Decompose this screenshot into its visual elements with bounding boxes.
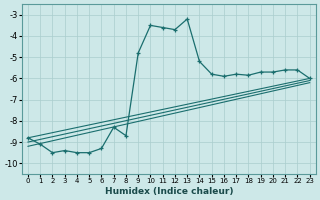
X-axis label: Humidex (Indice chaleur): Humidex (Indice chaleur) (105, 187, 233, 196)
